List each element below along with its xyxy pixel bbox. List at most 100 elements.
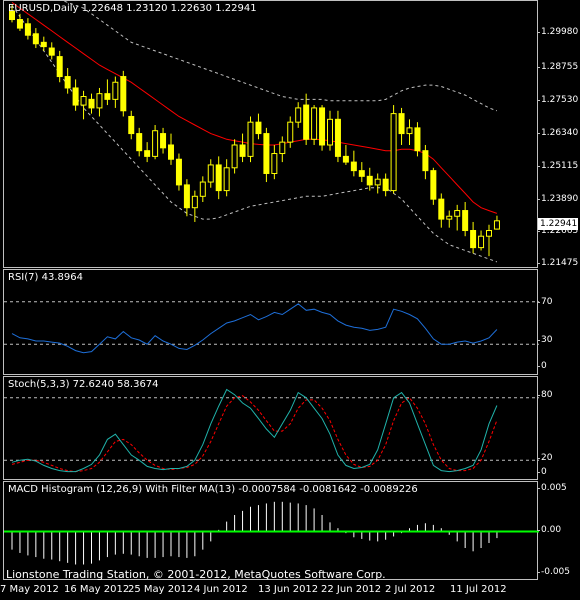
stoch-chart — [4, 388, 539, 473]
candle-body — [478, 235, 485, 249]
candle-body — [24, 23, 31, 36]
stoch-axis: 80 20 0 — [536, 376, 580, 480]
candle-body — [215, 164, 222, 192]
copyright-text: Lionstone Trading Station, © 2001-2012, … — [6, 568, 386, 581]
candle-body — [64, 76, 71, 89]
candle-body — [48, 47, 55, 56]
candle-body — [112, 81, 119, 100]
date-label: 25 May 2012 — [128, 584, 194, 595]
rsi-pane[interactable]: RSI(7) 43.8964 — [3, 269, 539, 375]
candle-body — [287, 121, 294, 143]
date-label: 2 Jul 2012 — [385, 584, 436, 595]
stoch-signal-line — [11, 395, 498, 473]
stoch-main-line — [11, 388, 498, 473]
candle-body — [430, 170, 437, 200]
candle-body — [223, 167, 230, 192]
macd-pane[interactable]: MACD Histogram (12,26,9) With Filter MA(… — [3, 481, 539, 580]
date-label: 4 Jun 2012 — [194, 584, 248, 595]
price-tick: 1.26340 — [536, 128, 579, 138]
date-label: 16 May 2012 — [64, 584, 130, 595]
candle-body — [327, 118, 333, 146]
candle-body — [56, 56, 63, 78]
rsi-pane-label: RSI(7) 43.8964 — [8, 272, 83, 283]
candle-body — [80, 96, 87, 106]
date-label: 22 Jun 2012 — [321, 584, 382, 595]
macd-tick: 0.005 — [537, 483, 567, 493]
price-tick: 1.23890 — [536, 194, 579, 204]
candle-body — [88, 98, 95, 109]
stoch-pane-label: Stoch(5,3,3) 72.6240 58.3674 — [8, 379, 159, 390]
price-tick: 1.29980 — [536, 27, 579, 37]
price-tick: 1.27530 — [536, 95, 579, 105]
candle-body — [175, 158, 182, 186]
candle-body — [454, 210, 461, 217]
rsi-tick: 70 — [536, 297, 553, 307]
price-tick: 1.22665 — [536, 226, 579, 236]
stoch-pane[interactable]: Stoch(5,3,3) 72.6240 58.3674 — [3, 376, 539, 480]
candle-body — [279, 141, 286, 155]
candle-body — [128, 115, 135, 135]
candle-body — [311, 107, 318, 140]
candle-body — [358, 170, 365, 177]
candle-body — [239, 144, 246, 157]
candle-body — [16, 19, 23, 29]
candle-body — [350, 161, 357, 172]
candle-body — [382, 178, 389, 192]
rsi-chart — [4, 301, 539, 354]
last-price-tag: 1.22941 — [538, 218, 578, 230]
price-pane[interactable]: EURUSD,Daily 1.22648 1.23120 1.22630 1.2… — [3, 0, 538, 268]
candle-body — [319, 107, 326, 146]
candle-body — [422, 150, 429, 172]
candle-body — [414, 127, 421, 152]
date-label: 7 May 2012 — [0, 584, 59, 595]
candle-body — [493, 220, 500, 230]
candle-body — [160, 133, 167, 149]
candle-body — [462, 210, 469, 232]
candle-body — [255, 121, 262, 135]
candle-body — [231, 144, 238, 169]
lower-band-line — [11, 5, 498, 263]
rsi-tick: 30 — [536, 335, 553, 345]
macd-chart — [4, 501, 539, 565]
price-pane-label: EURUSD,Daily 1.22648 1.23120 1.22630 1.2… — [8, 3, 257, 14]
candle-body — [486, 230, 492, 237]
macd-pane-label: MACD Histogram (12,26,9) With Filter MA(… — [8, 484, 418, 495]
stoch-tick: 0 — [537, 467, 547, 477]
price-tick: 1.21475 — [536, 258, 579, 268]
candle-body — [152, 130, 159, 157]
date-axis: 7 May 2012 16 May 2012 25 May 2012 4 Jun… — [0, 580, 580, 600]
candle-body — [104, 93, 111, 100]
candle-body — [120, 76, 127, 112]
candle-body — [168, 144, 174, 160]
candle-body — [247, 121, 254, 157]
candle-body — [374, 178, 381, 186]
upper-band-line — [62, 1, 498, 112]
macd-tick: 0.00 — [536, 525, 562, 535]
price-tick: 1.25115 — [536, 161, 579, 171]
stoch-tick: 20 — [536, 453, 553, 463]
price-tick: 1.28755 — [536, 62, 579, 72]
candle-body — [199, 181, 206, 197]
rsi-line — [11, 303, 498, 354]
candle-body — [40, 41, 47, 48]
candle-body — [398, 113, 405, 135]
macd-tick: -0.005 — [536, 567, 571, 577]
candle-body — [72, 87, 79, 106]
date-label: 11 Jul 2012 — [450, 584, 507, 595]
candle-body — [96, 93, 103, 109]
candle-body — [207, 164, 214, 183]
candle-body — [136, 133, 143, 152]
candle-body — [446, 215, 453, 220]
candle-body — [271, 153, 278, 174]
candle-body — [342, 155, 349, 163]
stoch-tick: 80 — [536, 390, 553, 400]
rsi-tick: 0 — [537, 361, 547, 371]
price-chart — [9, 1, 500, 263]
candle-body — [183, 184, 190, 209]
candle-body — [191, 195, 198, 209]
macd-axis: 0.005 0.00 -0.005 — [536, 481, 580, 580]
moving-average-line — [11, 1, 498, 214]
candle-body — [144, 150, 151, 157]
price-axis: 1.29980 1.28755 1.27530 1.26340 1.25115 … — [536, 0, 580, 268]
candle-body — [366, 175, 373, 186]
